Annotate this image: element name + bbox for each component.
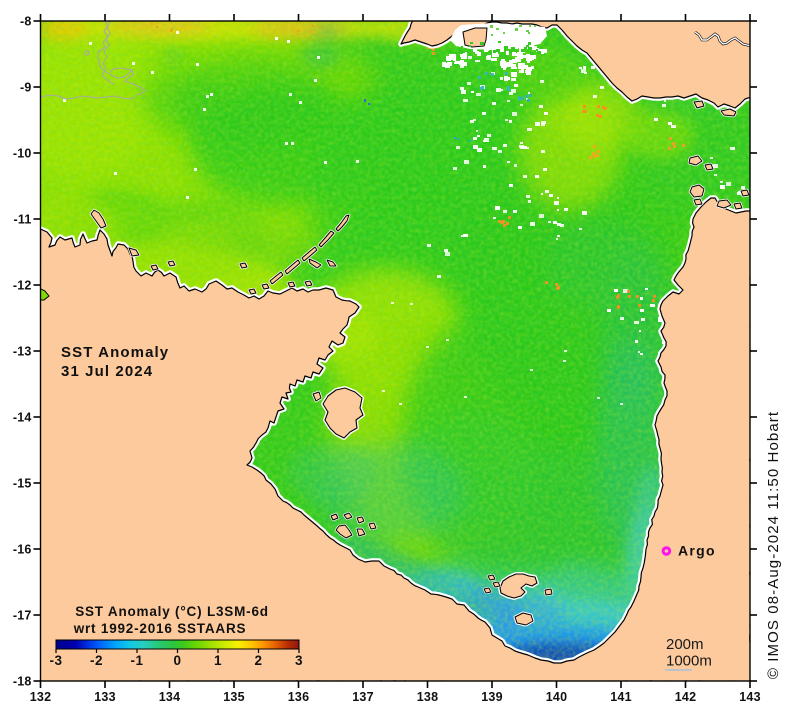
svg-text:141: 141 <box>610 690 631 704</box>
svg-text:-12: -12 <box>13 279 32 293</box>
svg-text:133: 133 <box>94 690 115 704</box>
svg-text:-14: -14 <box>13 411 32 425</box>
svg-text:0: 0 <box>173 653 181 668</box>
svg-text:-11: -11 <box>14 213 32 227</box>
svg-text:136: 136 <box>288 690 309 704</box>
svg-text:-17: -17 <box>13 609 32 623</box>
svg-text:SST Anomaly: SST Anomaly <box>61 344 169 361</box>
svg-text:SST Anomaly (°C) L3SM-6d: SST Anomaly (°C) L3SM-6d <box>75 604 269 619</box>
svg-text:135: 135 <box>223 690 244 704</box>
svg-text:-3: -3 <box>49 653 62 668</box>
svg-text:Argo: Argo <box>678 543 716 559</box>
svg-text:138: 138 <box>417 690 438 704</box>
svg-text:wrt 1992-2016 SSTAARS: wrt 1992-2016 SSTAARS <box>73 621 247 636</box>
svg-text:-2: -2 <box>90 653 103 668</box>
svg-text:-13: -13 <box>13 345 32 359</box>
svg-text:-10: -10 <box>13 147 32 161</box>
svg-text:© IMOS 08-Aug-2024 11:50 Hobar: © IMOS 08-Aug-2024 11:50 Hobart <box>765 411 782 679</box>
svg-text:-8: -8 <box>20 15 32 29</box>
svg-text:31 Jul 2024: 31 Jul 2024 <box>61 363 153 380</box>
svg-text:143: 143 <box>739 690 760 704</box>
svg-text:134: 134 <box>159 690 180 704</box>
svg-text:137: 137 <box>352 690 373 704</box>
svg-text:132: 132 <box>30 690 51 704</box>
svg-text:3: 3 <box>295 653 303 668</box>
svg-text:139: 139 <box>481 690 502 704</box>
svg-text:-1: -1 <box>130 653 143 668</box>
svg-text:2: 2 <box>254 653 262 668</box>
svg-text:-16: -16 <box>13 543 32 557</box>
svg-text:200m: 200m <box>666 636 704 653</box>
svg-text:-18: -18 <box>13 675 32 689</box>
svg-text:1000m: 1000m <box>666 653 712 670</box>
svg-text:142: 142 <box>675 690 696 704</box>
svg-text:1: 1 <box>214 653 222 668</box>
svg-text:140: 140 <box>546 690 567 704</box>
svg-text:-9: -9 <box>20 81 32 95</box>
svg-text:-15: -15 <box>13 477 32 491</box>
